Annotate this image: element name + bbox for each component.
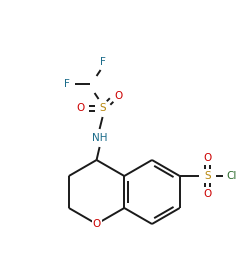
Text: S: S	[99, 103, 106, 113]
Text: F: F	[64, 79, 69, 89]
Text: S: S	[204, 171, 211, 181]
Text: O: O	[76, 103, 85, 113]
Text: O: O	[114, 91, 123, 101]
Text: O: O	[92, 219, 101, 229]
Text: NH: NH	[92, 133, 107, 143]
Text: Cl: Cl	[227, 171, 237, 181]
Text: F: F	[100, 57, 105, 67]
Text: O: O	[203, 189, 212, 199]
Text: O: O	[203, 153, 212, 163]
